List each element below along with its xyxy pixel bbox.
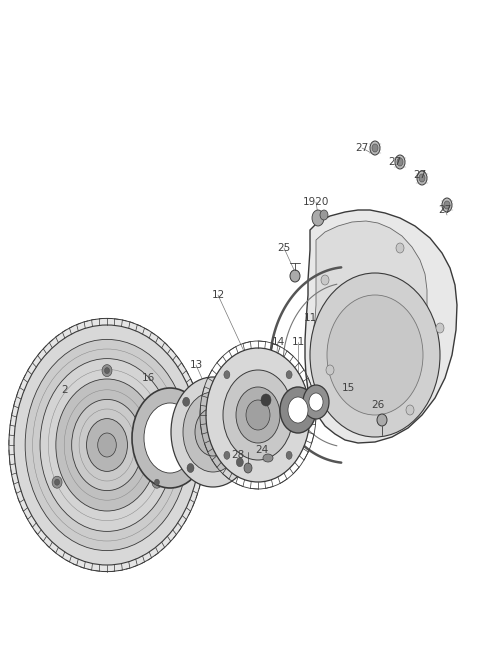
Ellipse shape — [102, 365, 112, 377]
Ellipse shape — [98, 433, 116, 457]
Ellipse shape — [288, 397, 308, 423]
Ellipse shape — [261, 394, 271, 406]
Ellipse shape — [280, 387, 316, 433]
Ellipse shape — [326, 365, 334, 375]
Ellipse shape — [286, 451, 292, 459]
Polygon shape — [305, 210, 457, 443]
Ellipse shape — [105, 367, 109, 374]
Ellipse shape — [286, 371, 292, 379]
Ellipse shape — [195, 408, 231, 456]
Text: 28: 28 — [231, 450, 245, 460]
Ellipse shape — [86, 419, 128, 472]
Polygon shape — [312, 221, 427, 409]
Ellipse shape — [183, 398, 190, 406]
Ellipse shape — [236, 387, 280, 443]
Ellipse shape — [303, 385, 329, 419]
Ellipse shape — [377, 414, 387, 426]
Ellipse shape — [444, 201, 450, 209]
Text: 13: 13 — [190, 360, 203, 370]
Ellipse shape — [395, 155, 405, 169]
Ellipse shape — [263, 454, 273, 462]
Ellipse shape — [224, 451, 230, 459]
Ellipse shape — [144, 403, 196, 473]
Ellipse shape — [436, 323, 444, 333]
Ellipse shape — [152, 476, 162, 488]
Text: 1920: 1920 — [303, 197, 329, 207]
Text: 11: 11 — [291, 337, 305, 347]
Ellipse shape — [310, 273, 440, 437]
Ellipse shape — [9, 318, 205, 571]
Ellipse shape — [25, 339, 189, 550]
Text: 12: 12 — [211, 290, 225, 300]
Ellipse shape — [312, 210, 324, 226]
Ellipse shape — [206, 348, 310, 482]
Ellipse shape — [232, 392, 239, 401]
Ellipse shape — [56, 379, 158, 511]
Text: 14: 14 — [271, 337, 285, 347]
Ellipse shape — [370, 141, 380, 155]
Ellipse shape — [236, 458, 243, 466]
Ellipse shape — [372, 144, 378, 152]
Text: 27: 27 — [355, 143, 369, 153]
Ellipse shape — [187, 464, 194, 472]
Ellipse shape — [396, 243, 404, 253]
Ellipse shape — [327, 295, 423, 415]
Ellipse shape — [244, 463, 252, 473]
Ellipse shape — [55, 479, 60, 485]
Text: 16: 16 — [142, 373, 155, 383]
Ellipse shape — [52, 476, 62, 488]
Ellipse shape — [246, 400, 270, 430]
Ellipse shape — [223, 370, 293, 460]
Text: 25: 25 — [277, 243, 290, 253]
Text: 27: 27 — [413, 170, 427, 180]
Ellipse shape — [309, 393, 323, 411]
Ellipse shape — [321, 275, 329, 285]
Text: 24: 24 — [255, 445, 269, 455]
Ellipse shape — [320, 210, 328, 220]
Ellipse shape — [419, 174, 425, 182]
Ellipse shape — [417, 171, 427, 185]
Ellipse shape — [14, 325, 200, 565]
Ellipse shape — [72, 400, 143, 491]
Ellipse shape — [406, 405, 414, 415]
Ellipse shape — [224, 371, 230, 379]
Text: 27: 27 — [388, 157, 402, 167]
Text: 27: 27 — [438, 205, 452, 215]
Text: 15: 15 — [341, 383, 355, 393]
Ellipse shape — [397, 158, 403, 166]
Ellipse shape — [132, 388, 208, 488]
Ellipse shape — [183, 392, 243, 472]
Ellipse shape — [442, 198, 452, 212]
Text: 11: 11 — [303, 313, 317, 323]
Ellipse shape — [155, 479, 159, 485]
Ellipse shape — [40, 359, 174, 531]
Ellipse shape — [171, 377, 255, 487]
Ellipse shape — [290, 270, 300, 282]
Text: 2: 2 — [62, 385, 68, 395]
Text: 26: 26 — [372, 400, 384, 410]
